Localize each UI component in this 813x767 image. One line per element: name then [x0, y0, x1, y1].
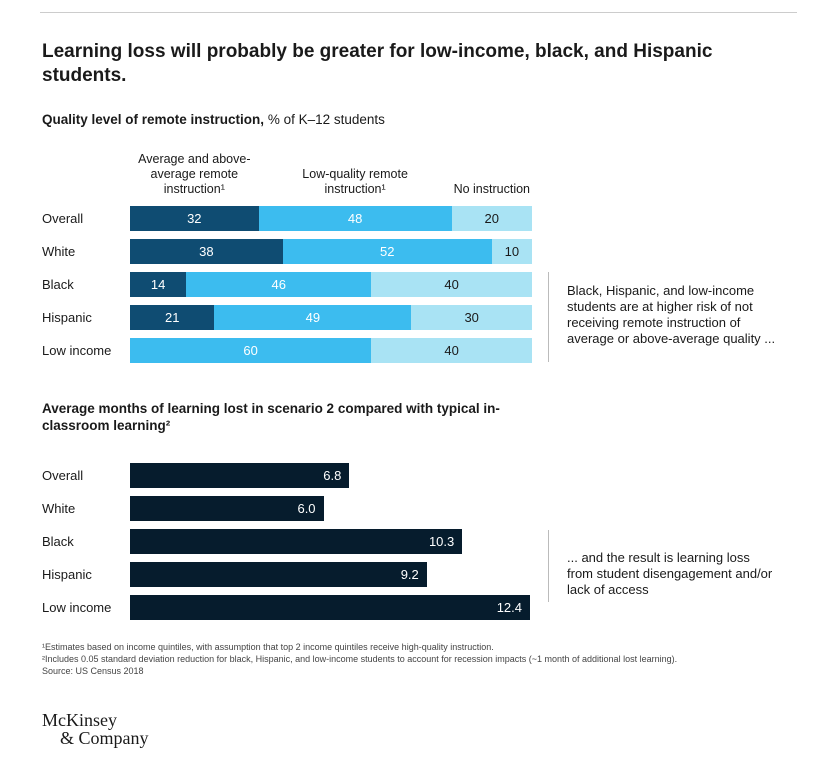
footnote: ²Includes 0.05 standard deviation reduct… — [42, 654, 678, 664]
category-label: Overall — [42, 468, 84, 483]
bar-segment: 48 — [258, 206, 452, 231]
bar-segment: 32 — [130, 206, 259, 231]
annotation: Black, Hispanic, and low-income students… — [567, 283, 776, 346]
category-label: White — [42, 244, 76, 259]
bar-segment: 60 — [130, 338, 372, 363]
chart-title-main: Quality level of remote instruction, — [42, 112, 265, 127]
bar — [130, 496, 324, 521]
top-rule — [40, 12, 797, 13]
logo: & Company — [60, 728, 149, 748]
source: Source: US Census 2018 — [42, 666, 144, 676]
category-label: Black — [42, 277, 74, 292]
category-label: Low income — [42, 343, 112, 358]
category-label: Low income — [42, 600, 112, 615]
bar-segment: 46 — [186, 272, 372, 297]
category-label: Black — [42, 534, 74, 549]
category-label: Hispanic — [42, 310, 92, 325]
chart-title: Average months of learning lost in scena… — [42, 401, 500, 433]
bar — [130, 529, 463, 554]
bar-segment: 40 — [371, 272, 532, 297]
category-label: White — [42, 501, 76, 516]
legend-label: No instruction — [453, 182, 531, 196]
bar-segment: 52 — [282, 239, 492, 264]
logo: McKinsey — [42, 710, 117, 730]
page-title: Learning loss will probably be greater f… — [42, 41, 713, 86]
bar-segment: 10 — [491, 239, 532, 264]
footnote: ¹Estimates based on income quintiles, wi… — [42, 642, 494, 652]
legend-label: Low-quality remote instruction¹ — [302, 167, 408, 196]
value-label: 9.2 — [400, 567, 419, 582]
bar-segment: 38 — [130, 239, 283, 264]
bar-segment: 30 — [411, 305, 532, 330]
value-label: 6.8 — [323, 468, 342, 483]
category-label: Hispanic — [42, 567, 92, 582]
annotation: ... and the result is learning loss from… — [567, 550, 773, 597]
category-label: Overall — [42, 211, 84, 226]
bar — [130, 595, 530, 620]
chart-subtitle: % of K–12 students — [267, 112, 385, 127]
bar-segment: 40 — [371, 338, 532, 363]
divider — [548, 530, 549, 602]
bar-segment: 14 — [130, 272, 187, 297]
bar-segment: 49 — [214, 305, 412, 330]
value-label: 12.4 — [496, 600, 522, 615]
chart-title: Quality level of remote instruction, % o… — [42, 112, 385, 127]
bar — [130, 463, 350, 488]
bar-segment: 20 — [451, 206, 532, 231]
divider — [548, 272, 549, 362]
value-label: 10.3 — [428, 534, 455, 549]
bar — [130, 562, 427, 587]
value-label: 6.0 — [297, 501, 316, 516]
legend-label: Average and above-average remote instruc… — [138, 152, 251, 196]
bar-segment: 21 — [130, 305, 215, 330]
